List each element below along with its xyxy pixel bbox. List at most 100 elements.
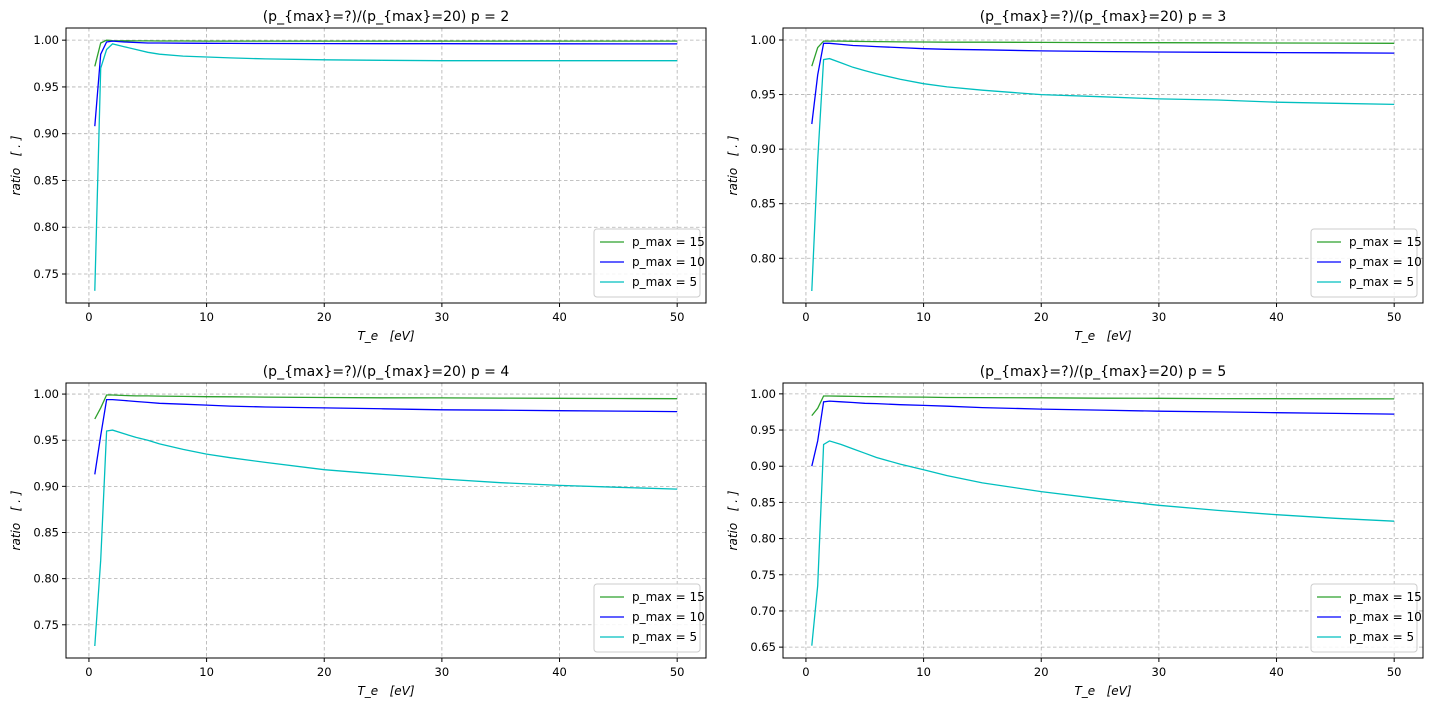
y-tick-label: 0.90: [33, 479, 59, 493]
x-axis-label: T_e [eV]: [357, 684, 414, 698]
y-tick-label: 0.85: [750, 495, 776, 509]
legend-label: p_max = 5: [632, 630, 697, 644]
legend-label: p_max = 15: [1349, 590, 1422, 604]
subplot-title: (p_{max}=?)/(p_{max}=20) p = 5: [980, 364, 1227, 380]
x-tick-label: 20: [1034, 310, 1049, 324]
legend-box: [1310, 583, 1418, 653]
legend-box: [1310, 228, 1418, 298]
x-tick-label: 50: [670, 665, 685, 679]
y-tick-label: 0.75: [750, 568, 776, 582]
y-tick-label: 1.00: [33, 33, 59, 47]
x-axis-label: T_e [eV]: [1074, 329, 1131, 343]
legend-label: p_max = 10: [1349, 255, 1422, 269]
y-axis-label: ratio [ . ]: [9, 490, 23, 550]
x-tick-label: 40: [552, 310, 567, 324]
legend-label: p_max = 10: [1349, 610, 1422, 624]
y-tick-label: 0.85: [33, 525, 59, 539]
legend-label: p_max = 10: [632, 255, 705, 269]
x-tick-label: 20: [317, 665, 332, 679]
legend-label: p_max = 15: [632, 235, 705, 249]
y-tick-label: 0.90: [750, 142, 776, 156]
subplot-1: 0 10 20 30 40 50 0.75 0.80 0.85 0.90 0.95 1.00 (p_{m…: [9, 9, 707, 343]
legend: p_max = 15 p_max = 10 p_max = 5: [593, 228, 705, 298]
series-line-10: [811, 42, 1395, 125]
subplot-2: 0 10 20 30 40 50 0.80 0.85 0.90 0.95 1.00 (p_{max}=…: [726, 9, 1424, 343]
axes-frame: [782, 27, 1424, 304]
x-tick-label: 20: [317, 310, 332, 324]
x-tick-label: 30: [435, 310, 450, 324]
y-tick-label: 0.80: [750, 251, 776, 265]
y-tick-label: 1.00: [750, 387, 776, 401]
y-tick-label: 0.70: [750, 604, 776, 618]
x-tick-label: 50: [1387, 665, 1402, 679]
y-tick-label: 1.00: [750, 33, 776, 47]
x-tick-label: 40: [552, 665, 567, 679]
series-line-5: [811, 440, 1395, 646]
legend-label: p_max = 10: [632, 610, 705, 624]
legend-label: p_max = 5: [1349, 630, 1414, 644]
series-line-5: [811, 57, 1395, 292]
y-tick-label: 0.95: [33, 433, 59, 447]
series-line-5: [94, 43, 678, 291]
x-tick-label: 40: [1269, 665, 1284, 679]
x-tick-label: 40: [1269, 310, 1284, 324]
subplot-title: (p_{max}=?)/(p_{max}=20) p = 3: [980, 9, 1227, 25]
axes-frame: [65, 382, 707, 659]
x-tick-label: 10: [199, 310, 214, 324]
x-axis-label: T_e [eV]: [357, 329, 414, 343]
y-tick-label: 0.75: [33, 267, 59, 281]
x-tick-label: 0: [802, 665, 809, 679]
y-axis-label: ratio [ . ]: [726, 490, 740, 550]
x-tick-label: 30: [1152, 310, 1167, 324]
legend-label: p_max = 15: [1349, 235, 1422, 249]
x-tick-label: 50: [670, 310, 685, 324]
axes-frame: [782, 382, 1424, 659]
x-tick-label: 30: [435, 665, 450, 679]
x-tick-label: 50: [1387, 310, 1402, 324]
y-tick-label: 0.75: [33, 618, 59, 632]
y-tick-label: 0.90: [33, 127, 59, 141]
legend-box: [593, 583, 701, 653]
x-tick-label: 30: [1152, 665, 1167, 679]
x-tick-label: 0: [85, 310, 92, 324]
subplot-3: 0 10 20 30 40 50 0.75 0.80 0.85 0.90 0.95 1.00 (p_{m…: [9, 364, 707, 698]
series-line-15: [811, 395, 1395, 417]
legend-label: p_max = 5: [632, 275, 697, 289]
y-tick-label: 0.95: [750, 423, 776, 437]
y-axis-label: ratio [ . ]: [9, 135, 23, 195]
series-line-15: [811, 40, 1395, 67]
subplot-4: 0 10 20 30 40 50 0.65 0.70 0.75 0.80 0.85 0.90 0.95 1…: [726, 364, 1424, 698]
y-tick-label: 0.90: [750, 459, 776, 473]
series-line-10: [94, 40, 678, 127]
y-tick-label: 0.80: [33, 572, 59, 586]
subplot-title: (p_{max}=?)/(p_{max}=20) p = 4: [263, 364, 510, 380]
series-line-5: [94, 429, 678, 647]
y-tick-label: 0.95: [750, 88, 776, 102]
legend: p_max = 15 p_max = 10 p_max = 5: [1310, 228, 1422, 298]
subplot-title: (p_{max}=?)/(p_{max}=20) p = 2: [263, 9, 510, 25]
x-axis-label: T_e [eV]: [1074, 684, 1131, 698]
x-tick-label: 20: [1034, 665, 1049, 679]
series-line-15: [94, 394, 678, 420]
y-tick-label: 1.00: [33, 387, 59, 401]
x-tick-label: 10: [199, 665, 214, 679]
x-tick-label: 10: [916, 310, 931, 324]
x-tick-label: 10: [916, 665, 931, 679]
x-tick-label: 0: [802, 310, 809, 324]
legend: p_max = 15 p_max = 10 p_max = 5: [1310, 583, 1422, 653]
legend-label: p_max = 15: [632, 590, 705, 604]
y-tick-label: 0.95: [33, 80, 59, 94]
y-tick-label: 0.80: [33, 220, 59, 234]
legend-label: p_max = 5: [1349, 275, 1414, 289]
series-line-10: [811, 400, 1395, 467]
legend-box: [593, 228, 701, 298]
y-tick-label: 0.80: [750, 532, 776, 546]
y-tick-label: 0.85: [750, 197, 776, 211]
y-tick-label: 0.85: [33, 173, 59, 187]
axes-frame: [65, 27, 707, 304]
y-axis-label: ratio [ . ]: [726, 135, 740, 195]
legend: p_max = 15 p_max = 10 p_max = 5: [593, 583, 705, 653]
y-tick-label: 0.65: [750, 640, 776, 654]
x-tick-label: 0: [85, 665, 92, 679]
